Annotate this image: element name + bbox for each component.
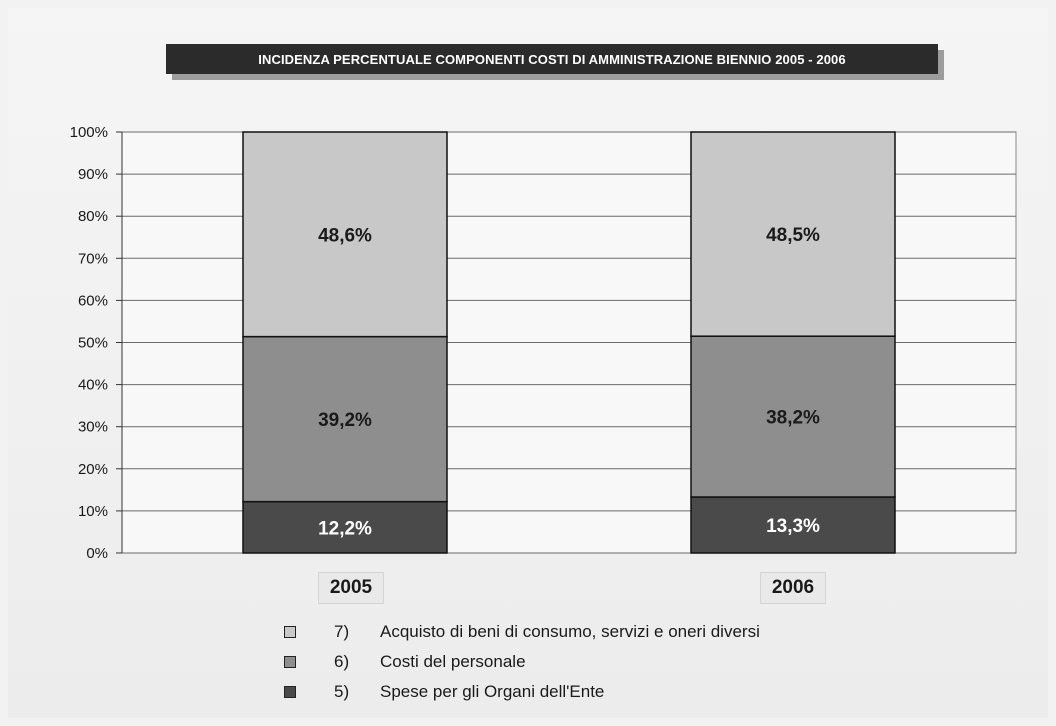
data-label: 48,5%	[766, 225, 820, 246]
legend-swatch-icon	[284, 626, 296, 638]
data-label: 12,2%	[318, 518, 372, 539]
bar-segment	[690, 335, 896, 498]
legend-label: Costi del personale	[380, 652, 526, 671]
y-tick-label: 90%	[78, 166, 108, 183]
x-label-2006: 2006	[760, 572, 826, 604]
bar-segment	[690, 496, 896, 554]
legend-label: Acquisto di beni di consumo, servizi e o…	[380, 622, 760, 641]
y-tick-label: 60%	[78, 292, 108, 309]
y-tick-label: 100%	[70, 124, 108, 141]
legend-swatch-icon	[284, 686, 296, 698]
y-tick-label: 30%	[78, 419, 108, 436]
legend-item-6: 6) Costi del personale	[284, 647, 760, 677]
data-label: 38,2%	[766, 408, 820, 429]
bar-segment	[690, 131, 896, 337]
bar-segment	[242, 500, 448, 554]
y-tick-label: 50%	[78, 335, 108, 352]
y-tick-label: 0%	[86, 545, 108, 562]
data-label: 48,6%	[318, 225, 372, 246]
chart-title: INCIDENZA PERCENTUALE COMPONENTI COSTI D…	[166, 44, 938, 74]
data-label: 39,2%	[318, 410, 372, 431]
y-tick-label: 40%	[78, 377, 108, 394]
legend-number: 6)	[334, 652, 350, 671]
legend-number: 5)	[334, 682, 350, 701]
x-label-2005: 2005	[318, 572, 384, 604]
legend-item-7: 7) Acquisto di beni di consumo, servizi …	[284, 617, 760, 647]
legend-item-5: 5) Spese per gli Organi dell'Ente	[284, 677, 760, 707]
y-tick-label: 10%	[78, 503, 108, 520]
data-label: 13,3%	[766, 516, 820, 537]
bar-segment	[242, 131, 448, 338]
legend-number: 7)	[334, 622, 350, 641]
legend: 7) Acquisto di beni di consumo, servizi …	[284, 617, 760, 707]
y-tick-label: 80%	[78, 208, 108, 225]
bar-segment	[242, 335, 448, 503]
legend-swatch-icon	[284, 656, 296, 668]
y-tick-label: 20%	[78, 461, 108, 478]
legend-label: Spese per gli Organi dell'Ente	[380, 682, 605, 701]
y-tick-label: 70%	[78, 250, 108, 267]
